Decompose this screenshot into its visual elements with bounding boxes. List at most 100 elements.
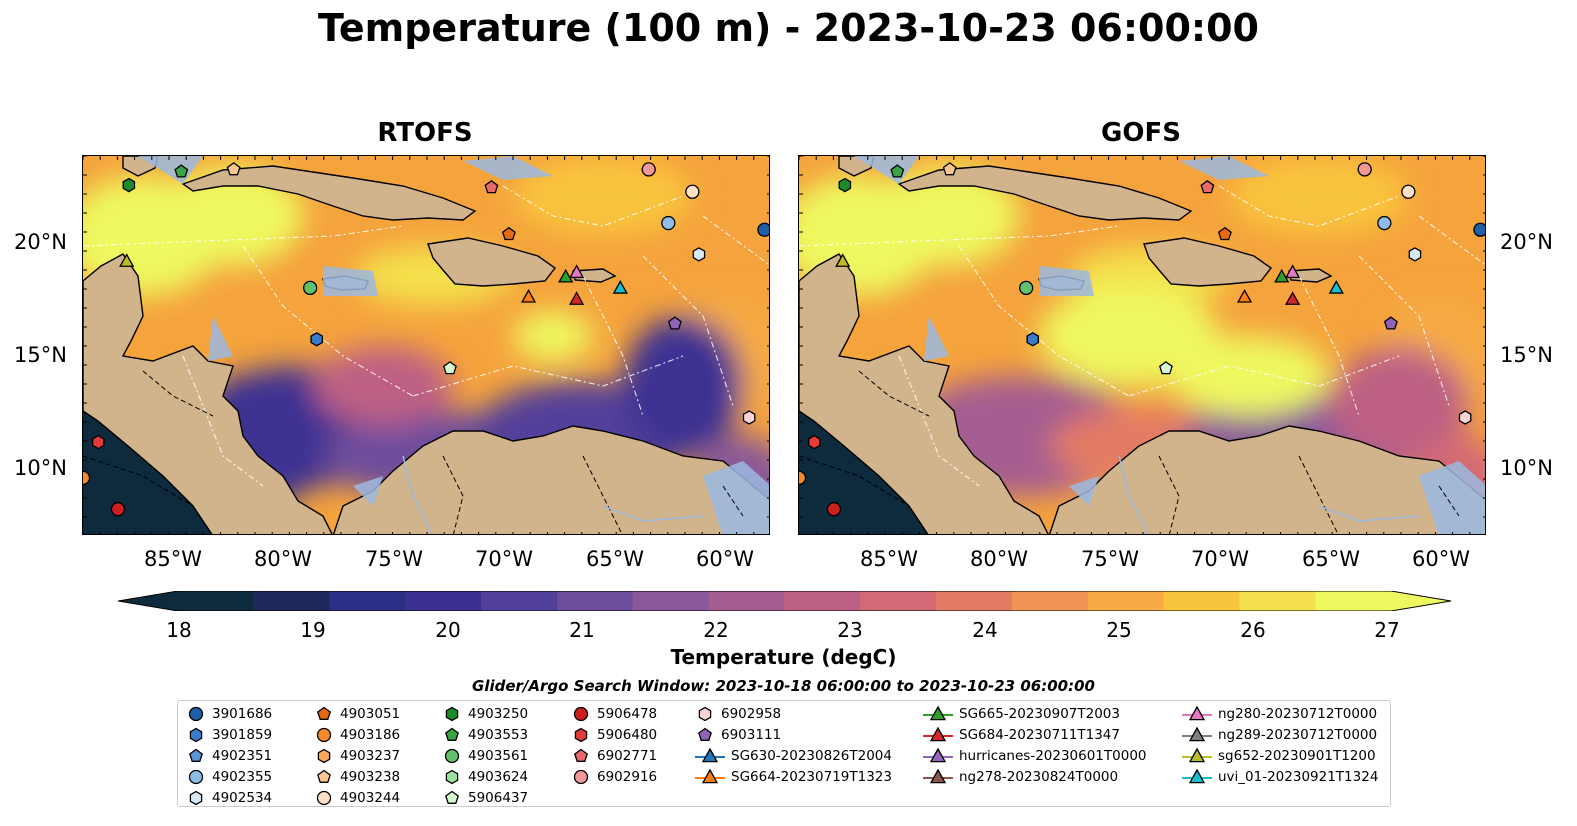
legend-marker	[189, 790, 203, 806]
colorbar-segment	[253, 591, 331, 611]
legend-item-SG684-20230711T1347: SG684-20230711T1347	[923, 725, 1120, 745]
legend-marker	[1182, 705, 1212, 721]
lon-label-75w-gofs: 75°W	[1081, 547, 1139, 571]
land-0	[83, 253, 333, 534]
colorbar-extend-low	[118, 591, 178, 611]
station-marker-SG665-20230907T2003	[558, 268, 574, 283]
station-marker-4903561	[302, 280, 318, 296]
legend-item-uvi_01-20230921T1324: uvi_01-20230921T1324	[1182, 767, 1378, 787]
colorbar-segment	[784, 591, 861, 611]
legend-label: SG664-20230719T1323	[731, 769, 892, 785]
station-marker-4903244	[1401, 184, 1416, 199]
legend-marker	[923, 726, 953, 742]
legend-label: 4902534	[212, 790, 273, 806]
legend-label: 4903244	[340, 790, 401, 806]
legend-marker	[316, 790, 332, 806]
station-marker-SG684-20230711T1347	[1285, 291, 1301, 305]
lon-label-85w-gofs: 85°W	[860, 547, 918, 571]
shelf-water	[138, 156, 203, 184]
legend-marker	[698, 706, 712, 722]
colorbar-segment	[1011, 591, 1089, 611]
station-marker-6902916	[641, 162, 656, 177]
station-marker-4903051	[501, 226, 516, 241]
colorbar-segment	[1087, 591, 1165, 611]
lon-label-70w-rtofs: 70°W	[475, 547, 533, 571]
shelf-water	[703, 461, 769, 534]
legend-label: SG630-20230826T2004	[731, 748, 892, 764]
lat-label-10n-left: 10°N	[14, 456, 67, 480]
station-marker-5906478	[110, 502, 126, 517]
colorbar-segment	[481, 591, 558, 611]
station-marker-4903238	[942, 162, 957, 176]
land-3	[427, 237, 556, 287]
shelf-water	[1069, 476, 1099, 506]
legend-item-SG665-20230907T2003: SG665-20230907T2003	[923, 704, 1120, 724]
legend-label: ng278-20230824T0000	[959, 769, 1119, 785]
legend-marker	[695, 747, 725, 763]
legend-label: 4903051	[340, 706, 401, 722]
legend-label: 6903111	[721, 727, 782, 743]
legend-label: 4903561	[468, 748, 529, 764]
lon-label-65w-rtofs: 65°W	[586, 547, 644, 571]
station-marker-6902916	[1357, 162, 1372, 177]
station-marker-3901859	[310, 332, 323, 347]
legend-item-ng289-20230712T0000: ng289-20230712T0000	[1182, 725, 1377, 745]
legend: 3901686 3901859 4902351 4902355 4902534 49030…	[177, 700, 1391, 807]
legend-marker	[574, 727, 588, 743]
station-marker-4903561	[1018, 280, 1034, 296]
shelf-water	[924, 316, 949, 361]
colorbar-tick-25: 25	[1106, 618, 1132, 642]
legend-item-6903111: 6903111	[695, 725, 781, 745]
legend-label: 4903624	[468, 769, 529, 785]
station-marker-ng280-20230712T0000	[1285, 264, 1301, 279]
lon-label-60w-gofs: 60°W	[1412, 547, 1470, 571]
station-marker-5906437	[443, 361, 457, 375]
colorbar-tick-23: 23	[837, 618, 863, 642]
legend-marker	[317, 769, 331, 783]
legend-marker	[698, 727, 712, 741]
station-marker-6902771	[1200, 179, 1215, 194]
station-marker-6903111	[1383, 316, 1398, 330]
land-2	[897, 165, 1193, 221]
shelf-water	[1039, 266, 1094, 296]
legend-item-ng280-20230712T0000: ng280-20230712T0000	[1182, 704, 1377, 724]
station-marker-3901686	[1473, 222, 1485, 237]
colorbar-tick-24: 24	[972, 618, 998, 642]
legend-item-3901859: 3901859	[186, 725, 272, 745]
station-marker-4902355	[661, 215, 676, 231]
temperature-map	[799, 156, 1485, 534]
legend-item-sg652-20230901T1200: sg652-20230901T1200	[1182, 746, 1376, 766]
colorbar-segment	[557, 591, 634, 611]
lon-label-80w-gofs: 80°W	[970, 547, 1028, 571]
eez-boundaries	[799, 185, 1485, 487]
lat-label-20n-right: 20°N	[1500, 230, 1553, 254]
colorbar-segment	[405, 591, 482, 611]
legend-marker	[445, 727, 459, 741]
station-marker-5906478	[826, 502, 842, 517]
legend-item-4902534: 4902534	[186, 788, 272, 808]
colorbar-segment	[632, 591, 710, 611]
legend-label: 6902771	[597, 748, 658, 764]
legend-marker	[1182, 768, 1212, 784]
colorbar-tick-18: 18	[166, 618, 192, 642]
legend-item-5906478: 5906478	[571, 704, 657, 724]
legend-label: 5906480	[597, 727, 658, 743]
temperature-map	[83, 156, 769, 534]
legend-label: SG665-20230907T2003	[959, 706, 1120, 722]
colorbar-segment	[860, 591, 937, 611]
legend-item-4903250: 4903250	[442, 704, 528, 724]
colorbar-segment	[178, 591, 255, 611]
shelf-water	[208, 316, 233, 361]
legend-label: 4902351	[212, 748, 273, 764]
station-marker-ng280-20230712T0000	[569, 264, 585, 279]
colorbar-segment	[936, 591, 1013, 611]
lon-label-70w-gofs: 70°W	[1191, 547, 1249, 571]
legend-label: hurricanes-20230601T0000	[959, 748, 1147, 764]
legend-label: 4903238	[340, 769, 401, 785]
shelf-water	[1179, 156, 1269, 180]
panel-title-rtofs: RTOFS	[377, 118, 473, 148]
legend-marker	[317, 706, 331, 720]
shelf-water	[1419, 461, 1485, 534]
legend-marker	[573, 769, 589, 785]
lat-label-20n-left: 20°N	[14, 230, 67, 254]
